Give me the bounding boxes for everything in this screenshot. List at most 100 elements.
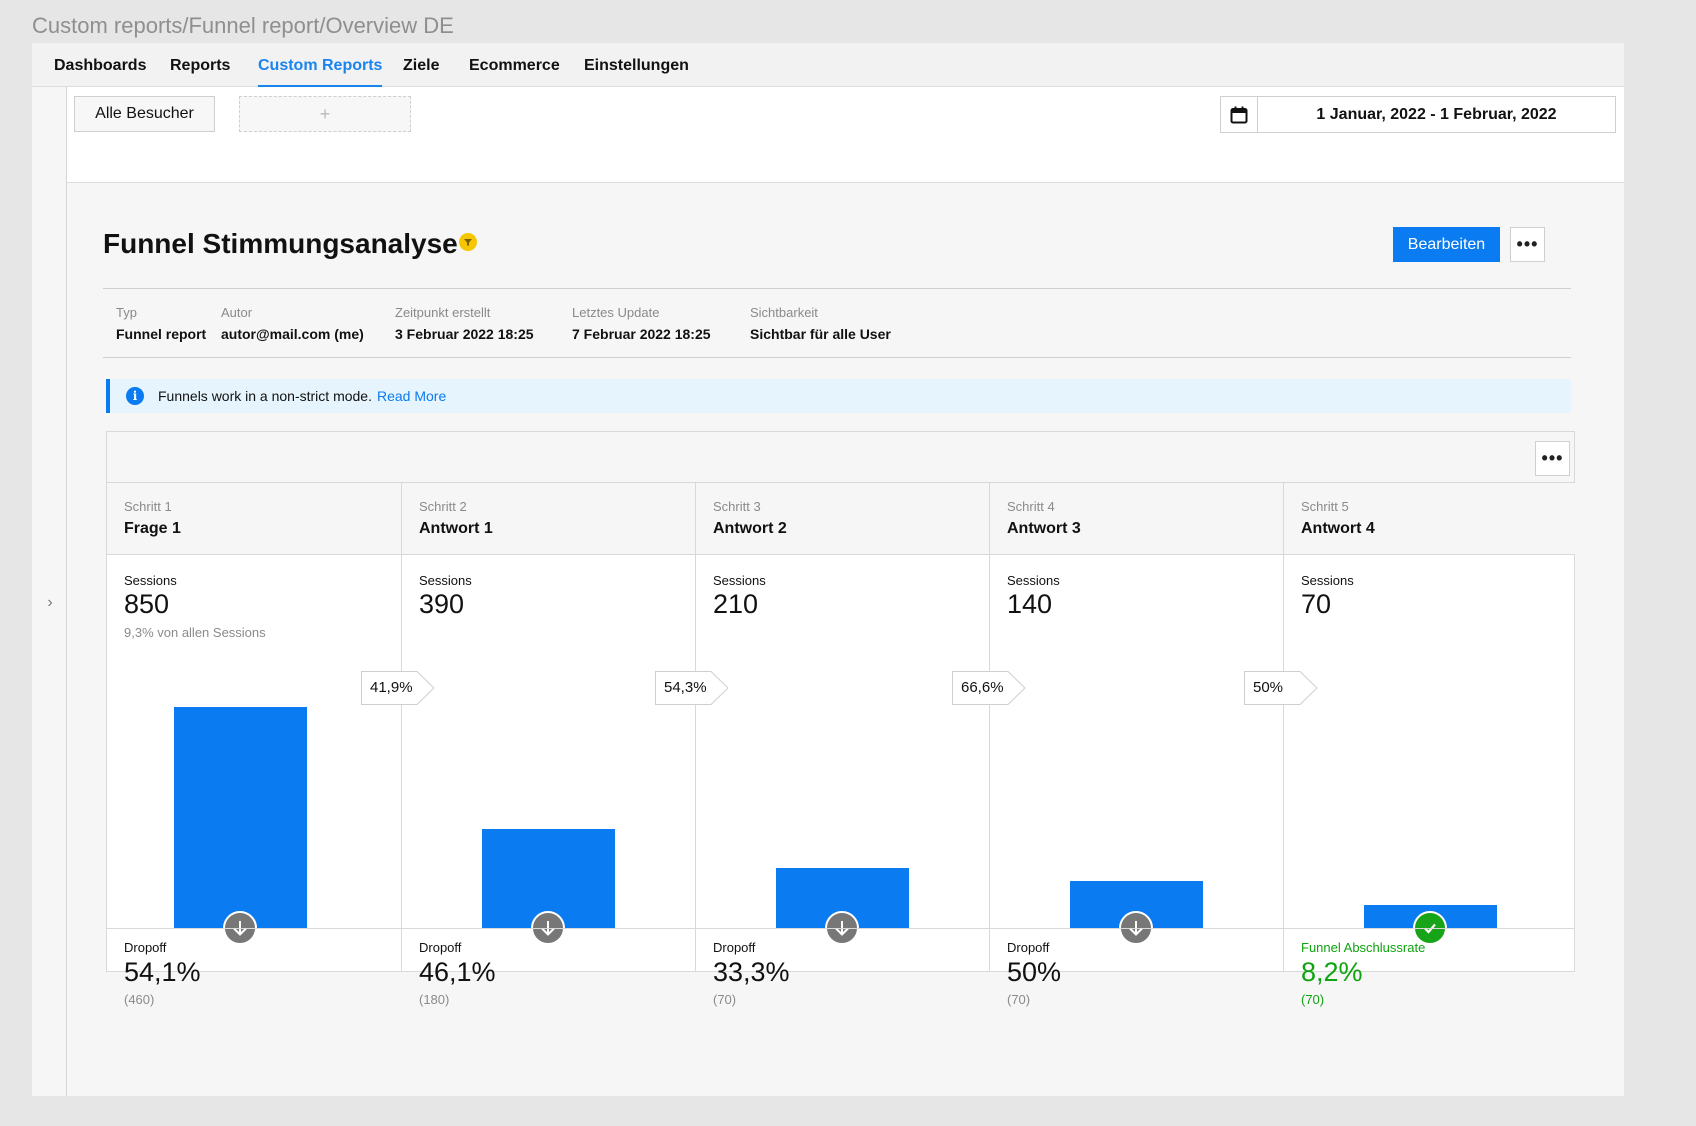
conversion-rate-tag: 66,6% — [952, 671, 1026, 705]
dropoff-count: (70) — [713, 992, 737, 1007]
funnel-step: Schritt 1 Frage 1 Sessions 850 9,3% von … — [107, 483, 401, 1007]
step-number: Schritt 3 — [713, 499, 761, 514]
sessions-label: Sessions — [1301, 573, 1354, 588]
sessions-value: 210 — [713, 589, 759, 619]
date-range-text: 1 Januar, 2022 - 1 Februar, 2022 — [1316, 105, 1557, 123]
meta-label: Autor — [221, 305, 253, 320]
completion-value: 8,2% — [1301, 957, 1363, 987]
meta-value: 7 Februar 2022 18:25 — [572, 326, 711, 342]
tab-einstellungen[interactable]: Einstellungen — [584, 57, 689, 74]
dropoff-value: 50% — [1007, 957, 1062, 987]
tab-ecommerce[interactable]: Ecommerce — [469, 57, 560, 74]
dropoff-label: Dropoff — [419, 940, 462, 955]
segment-button[interactable]: Alle Besucher — [74, 96, 215, 132]
meta-updated: Letztes Update 7 Februar 2022 18:25 — [572, 305, 711, 342]
dropoff-count: (180) — [419, 992, 450, 1007]
step-name: Antwort 3 — [1007, 520, 1081, 537]
step-number: Schritt 5 — [1301, 499, 1349, 514]
sessions-value: 140 — [1007, 589, 1053, 619]
completion-label: Funnel Abschlussrate — [1301, 940, 1426, 955]
conversion-rate-tag: 50% — [1244, 671, 1318, 705]
report-title: Funnel Stimmungsanalyse — [103, 228, 458, 259]
meta-label: Typ — [116, 305, 137, 320]
more-options-icon[interactable]: ••• — [1510, 227, 1545, 262]
step-header: Schritt 4 Antwort 3 — [990, 483, 1283, 555]
meta-label: Zeitpunkt erstellt — [395, 305, 491, 320]
calendar-icon[interactable] — [1221, 97, 1258, 132]
meta-created: Zeitpunkt erstellt 3 Februar 2022 18:25 — [395, 305, 534, 342]
step-name: Frage 1 — [124, 520, 181, 537]
sessions-value: 850 — [124, 589, 170, 619]
meta-visibility: Sichtbarkeit Sichtbar für alle User — [750, 305, 891, 342]
divider — [107, 928, 401, 929]
funnel-step: Schritt 4 Antwort 3 Sessions 140 Dropoff… — [989, 483, 1283, 1007]
conversion-rate: 54,3% — [664, 679, 707, 696]
conversion-rate: 66,6% — [961, 679, 1004, 696]
dropoff-label: Dropoff — [713, 940, 756, 955]
meta-author: Autor autor@mail.com (me) — [221, 305, 364, 342]
tab-reports[interactable]: Reports — [170, 57, 231, 74]
funnel-bar[interactable] — [174, 707, 307, 928]
info-text: Funnels work in a non-strict mode. — [158, 388, 372, 404]
page-heading: Custom reports/Funnel report/Overview DE — [32, 13, 454, 38]
tab-dashboards[interactable]: Dashboards — [54, 57, 147, 74]
step-header: Schritt 5 Antwort 4 — [1284, 483, 1575, 555]
info-icon: i — [126, 387, 144, 405]
sessions-label: Sessions — [124, 573, 177, 588]
funnel-badge-icon — [459, 233, 477, 251]
edit-button[interactable]: Bearbeiten — [1393, 227, 1500, 262]
divider — [696, 928, 989, 929]
read-more-link[interactable]: Read More — [376, 388, 447, 404]
step-name: Antwort 4 — [1301, 520, 1375, 537]
sessions-label: Sessions — [713, 573, 766, 588]
sessions-label: Sessions — [1007, 573, 1060, 588]
meta-label: Sichtbarkeit — [750, 305, 818, 320]
conversion-rate-tag: 54,3% — [655, 671, 729, 705]
meta-type: Typ Funnel report — [116, 305, 206, 342]
chevron-right-icon[interactable]: › — [47, 594, 53, 611]
add-segment-button[interactable]: + — [239, 96, 411, 132]
meta-value: Sichtbar für alle User — [750, 326, 891, 342]
tab-custom-reports[interactable]: Custom Reports — [258, 57, 383, 87]
sessions-share: 9,3% von allen Sessions — [124, 625, 266, 640]
meta-value: autor@mail.com (me) — [221, 326, 364, 342]
meta-label: Letztes Update — [572, 305, 660, 320]
dropoff-value: 46,1% — [419, 957, 496, 987]
report-meta: Typ Funnel report Autor autor@mail.com (… — [103, 288, 1571, 358]
funnel-step: Schritt 5 Antwort 4 Sessions 70 Funnel A… — [1283, 483, 1575, 1007]
report-content: Funnel Stimmungsanalyse Bearbeiten ••• T… — [67, 184, 1624, 1096]
filter-bar: Alle Besucher + 1 Januar, 2022 - 1 Febru… — [67, 87, 1624, 183]
tab-ziele[interactable]: Ziele — [403, 57, 440, 74]
divider — [990, 928, 1283, 929]
step-header: Schritt 1 Frage 1 — [107, 483, 401, 555]
conversion-rate: 50% — [1253, 679, 1284, 696]
dropoff-label: Dropoff — [1007, 940, 1050, 955]
funnel-step: Schritt 3 Antwort 2 Sessions 210 Dropoff… — [695, 483, 989, 1007]
step-number: Schritt 1 — [124, 499, 172, 514]
funnel-toolbar: ••• — [107, 432, 1574, 483]
meta-value: Funnel report — [116, 326, 207, 342]
funnel-chart: ••• Schritt 1 Frage 1 Sessions 850 9,3% … — [106, 431, 1575, 1007]
sessions-label: Sessions — [419, 573, 472, 588]
collapsed-sidebar: › — [32, 87, 67, 1096]
more-options-icon[interactable]: ••• — [1535, 441, 1570, 476]
dropoff-value: 54,1% — [124, 957, 201, 987]
step-header: Schritt 3 Antwort 2 — [696, 483, 989, 555]
dropoff-value: 33,3% — [713, 957, 790, 987]
divider — [402, 928, 695, 929]
dropoff-count: (70) — [1007, 992, 1031, 1007]
step-name: Antwort 2 — [713, 520, 787, 537]
top-navigation: Dashboards Reports Custom Reports Ziele … — [32, 43, 1624, 87]
app-window: Dashboards Reports Custom Reports Ziele … — [32, 43, 1624, 1096]
conversion-rate: 41,9% — [370, 679, 413, 696]
info-banner: i Funnels work in a non-strict mode. Rea… — [106, 379, 1571, 413]
completion-count: (70) — [1301, 992, 1325, 1007]
date-range-picker[interactable]: 1 Januar, 2022 - 1 Februar, 2022 — [1220, 96, 1616, 133]
sessions-value: 70 — [1301, 589, 1332, 619]
divider — [1284, 928, 1575, 929]
step-number: Schritt 4 — [1007, 499, 1055, 514]
dropoff-label: Dropoff — [124, 940, 167, 955]
step-header: Schritt 2 Antwort 1 — [402, 483, 695, 555]
step-name: Antwort 1 — [419, 520, 493, 537]
dropoff-count: (460) — [124, 992, 155, 1007]
